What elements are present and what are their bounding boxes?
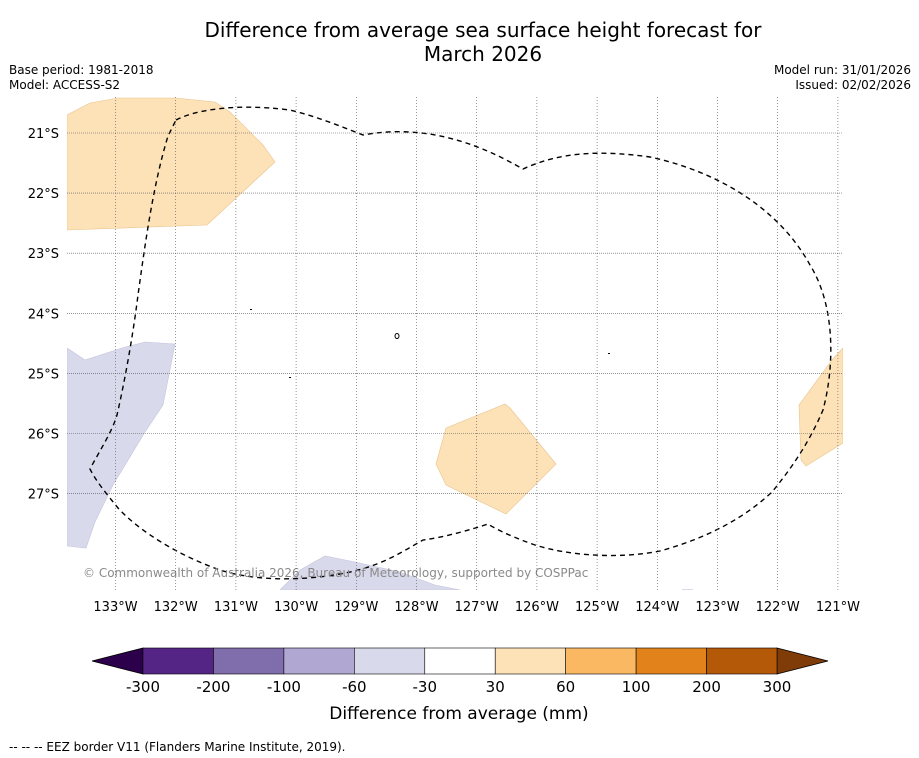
colorbar-label: Difference from average (mm) [329,704,588,724]
issued-date: Issued: 02/02/2026 [795,78,911,92]
lat-tick-label: 21°S [28,127,59,142]
island-d [608,353,610,354]
lon-tick-label: 133°W [93,600,137,615]
positive-anomaly-region-nw [67,97,276,231]
lat-tick-label: 25°S [28,367,59,382]
lat-tick-label: 27°S [28,488,59,503]
gridlines [67,97,843,590]
meta-right: Model run: 31/01/2026 Issued: 02/02/2026 [774,63,911,93]
colorbar-tick-label: -100 [267,678,301,696]
colorbar-segment [283,647,355,675]
model-name: Model: ACCESS-S2 [9,78,121,92]
meta-left: Base period: 1981-2018 Model: ACCESS-S2 [9,63,154,93]
lat-tick-label: 26°S [28,428,59,443]
lon-tick-label: 127°W [455,600,499,615]
chart-title: Difference from average sea surface heig… [0,18,919,66]
eez-border [89,106,832,580]
title-line-1: Difference from average sea surface heig… [204,18,762,42]
lon-tick-label: 122°W [756,600,800,615]
colorbar-tick-label: 30 [486,678,505,696]
colorbar-tick-label: -200 [196,678,230,696]
lon-tick-label: 124°W [635,600,679,615]
colorbar-extend-high [776,647,829,675]
colorbar-segment [354,647,426,675]
island-b [250,309,252,310]
lon-tick-label: 132°W [154,600,198,615]
colorbar-segment [424,647,496,675]
eez-legend: -- -- -- EEZ border V11 (Flanders Marine… [9,740,346,754]
longitude-labels: 133°W 132°W 131°W 130°W 129°W 128°W 127°W 126°W… [93,600,860,615]
base-period: Base period: 1981-2018 [9,63,154,77]
colorbar-tick-label: 60 [556,678,575,696]
lon-tick-label: 126°W [515,600,559,615]
positive-anomaly-region-center [435,403,557,515]
colorbar-tick-label: 200 [692,678,721,696]
colorbar-tick-label: -300 [126,678,160,696]
negative-anomaly-region-south [279,555,461,590]
colorbar: -300 -200 -100 -60 -30 30 60 100 200 300 [91,647,829,696]
map: © Commonwealth of Australia 2026, Bureau… [28,97,860,724]
island-a [394,333,400,339]
model-run: Model run: 31/01/2026 [773,63,911,77]
lon-tick-label: 130°W [274,600,318,615]
colorbar-tick-label: -30 [413,678,438,696]
latitude-labels: 21°S 22°S 23°S 24°S 25°S 26°S 27°S [28,127,59,503]
colorbar-segment [706,647,778,675]
lon-tick-label: 131°W [214,600,258,615]
colorbar-tick-label: 100 [622,678,651,696]
colorbar-tick-label: -60 [342,678,367,696]
lon-tick-label: 121°W [816,600,860,615]
copyright-notice: © Commonwealth of Australia 2026, Bureau… [83,566,588,580]
colorbar-segment [213,647,285,675]
positive-anomaly-region-east [798,347,843,467]
colorbar-segment [635,647,707,675]
colorbar-tick-label: 300 [763,678,792,696]
lon-tick-label: 125°W [575,600,619,615]
colorbar-segment [494,647,566,675]
lon-tick-label: 129°W [334,600,378,615]
colorbar-extend-low [91,647,144,675]
negative-anomaly-region-west [67,341,176,549]
island-c [289,377,291,378]
colorbar-segment [142,647,214,675]
lon-tick-label: 123°W [695,600,739,615]
colorbar-segment [565,647,637,675]
lon-tick-label: 128°W [394,600,438,615]
lat-tick-label: 23°S [28,247,59,262]
title-line-2: March 2026 [423,42,543,66]
lat-tick-label: 24°S [28,307,59,322]
lat-tick-label: 22°S [28,187,59,202]
